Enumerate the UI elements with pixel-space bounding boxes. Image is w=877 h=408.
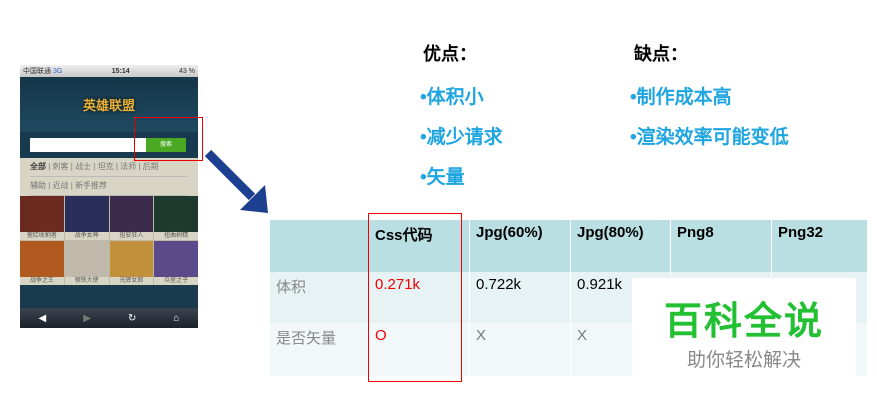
game-logo: 英雄联盟 [82, 98, 135, 113]
cons-list: •制作成本高 •渲染效率可能变低 [630, 78, 789, 158]
forward-icon[interactable]: ▶ [83, 312, 91, 324]
cons-item: •制作成本高 [630, 87, 732, 108]
row-label: 体积 [270, 272, 369, 323]
hero-name: 扭曲树精 [154, 232, 198, 240]
table-cell: X [469, 323, 571, 376]
hero-card[interactable]: 扭曲树精 [154, 196, 198, 240]
css-column-highlight [368, 213, 462, 382]
back-icon[interactable]: ◀ [38, 312, 47, 324]
hero-card[interactable]: 战争女神 [64, 196, 109, 240]
network: 3G [52, 68, 63, 75]
reload-icon[interactable]: ↻ [127, 312, 137, 324]
category-tab[interactable]: 辅助 [30, 181, 46, 190]
pros-item: •矢量 [420, 167, 465, 188]
hero-card[interactable]: 众星之子 [154, 241, 198, 285]
hero-portrait [154, 196, 198, 232]
column-header [270, 220, 369, 272]
hero-card[interactable]: 祖安狂人 [109, 196, 154, 240]
carrier: 中国联通 [23, 68, 51, 75]
column-header: Css代码 [368, 220, 470, 272]
hero-portrait [154, 241, 198, 277]
hero-name: 光辉女郎 [109, 277, 154, 285]
category-tab[interactable]: 刺客 [52, 162, 69, 171]
phone-screenshot: 中国联通 3G 15:14 43 % 英雄联盟 搜索 全部 | 刺客 | 战士 … [20, 65, 198, 328]
hero-card[interactable]: 战争之王 [20, 241, 64, 285]
arrow-icon [204, 149, 268, 213]
row-label: 是否矢量 [270, 323, 369, 376]
category-tab[interactable]: 近战 [52, 181, 69, 190]
hero-name: 钢铁大使 [64, 277, 109, 285]
hero-portrait [20, 196, 64, 232]
category-tab[interactable]: 后期 [142, 162, 159, 171]
header-banner: 英雄联盟 [20, 77, 198, 132]
hero-name: 祖安狂人 [109, 232, 154, 240]
category-filter: 全部 | 刺客 | 战士 | 坦克 | 法师 | 后期 辅助 | 近战 | 新手推… [20, 158, 198, 196]
category-tab[interactable]: 新手推荐 [75, 181, 108, 190]
search-input[interactable] [30, 138, 146, 152]
column-header: Jpg(80%) [570, 220, 671, 272]
category-tab[interactable]: 战士 [75, 162, 92, 171]
hero-portrait [109, 241, 154, 277]
pros-item: •减少请求 [420, 127, 503, 148]
table-cell: 0.271k [368, 272, 470, 323]
clock: 15:14 [111, 67, 130, 75]
pros-item: •体积小 [420, 87, 484, 108]
browser-toolbar: ◀ ▶ ↻ ⌂ [20, 308, 198, 328]
table-cell: 0.722k [469, 272, 571, 323]
hero-name: 猩红收割者 [20, 232, 64, 240]
category-tab[interactable]: 坦克 [97, 162, 114, 171]
highlight-box [134, 117, 203, 161]
hero-card[interactable]: 光辉女郎 [109, 241, 154, 285]
column-header: Png32 [771, 220, 868, 272]
hero-name: 战争女神 [64, 232, 109, 240]
status-bar: 中国联通 3G 15:14 43 % [20, 65, 198, 77]
hero-card[interactable]: 猩红收割者 [20, 196, 64, 240]
hero-name: 战争之王 [20, 277, 64, 285]
watermark-subtitle: 助你轻松解决 [686, 350, 801, 371]
category-tab[interactable]: 法师 [120, 162, 137, 171]
cons-title: 缺点： [634, 44, 688, 64]
category-tab[interactable]: 全部 [30, 162, 46, 171]
hero-portrait [20, 241, 64, 277]
hero-grid: 猩红收割者 战争女神 祖安狂人 扭曲树精战争之王 钢铁大使 光辉女郎 众星之子 [20, 196, 198, 285]
cons-item: •渲染效率可能变低 [630, 127, 789, 148]
hero-portrait [109, 196, 154, 232]
pros-list: •体积小 •减少请求 •矢量 [420, 78, 503, 198]
watermark: 百科全说 助你轻松解决 [632, 278, 856, 376]
pros-title: 优点： [423, 44, 477, 64]
watermark-title: 百科全说 [663, 301, 824, 343]
hero-name: 众星之子 [154, 277, 198, 285]
hero-portrait [64, 241, 109, 277]
table-cell: O [368, 323, 470, 376]
battery: 43 % [179, 67, 195, 75]
search-bar: 搜索 [20, 132, 198, 158]
hero-portrait [64, 196, 109, 232]
hero-card[interactable]: 钢铁大使 [64, 241, 109, 285]
home-icon[interactable]: ⌂ [173, 312, 180, 324]
search-button[interactable]: 搜索 [146, 138, 186, 152]
column-header: Png8 [670, 220, 772, 272]
column-header: Jpg(60%) [469, 220, 571, 272]
